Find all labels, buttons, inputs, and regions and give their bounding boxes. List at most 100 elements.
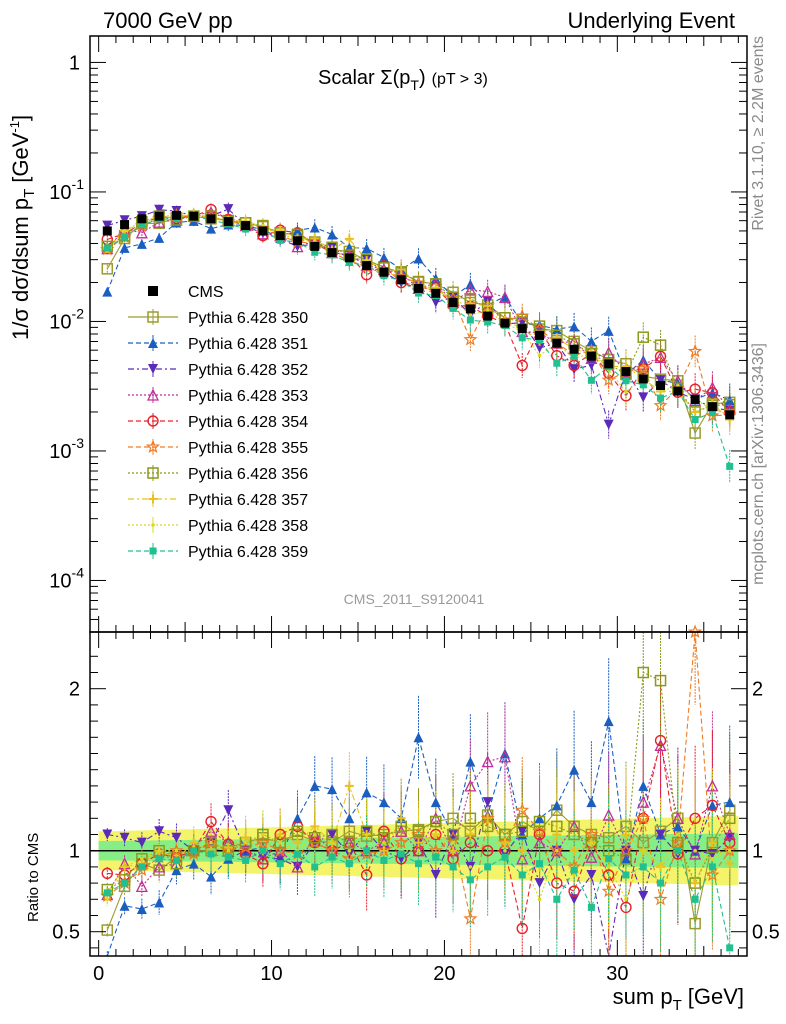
legend: CMS Pythia 6.428 350 Pythia 6.428 351 Pythi… — [128, 284, 308, 561]
series-point-ratio — [153, 864, 165, 876]
legend-marker — [151, 523, 155, 527]
y-axis-label: 1/σ dσ/dsum pT [GeV-1] — [7, 115, 38, 340]
y-tick-label: 10-1 — [49, 176, 84, 204]
series-point-main — [449, 304, 457, 312]
legend-entry: CMS — [148, 284, 224, 301]
cms-point — [465, 304, 475, 314]
legend-entry: Pythia 6.428 353 — [128, 387, 308, 405]
series-point-ratio — [536, 860, 544, 868]
series-point-ratio — [154, 826, 165, 837]
legend-entry: Pythia 6.428 354 — [128, 413, 308, 431]
series-point-main — [276, 236, 284, 244]
series-point-ratio — [641, 848, 646, 853]
cms-point — [656, 381, 666, 391]
series-point-ratio — [451, 840, 455, 845]
series-point-ratio — [551, 800, 562, 811]
series-point-ratio — [223, 805, 234, 816]
cms-point — [120, 220, 130, 230]
series-point-ratio — [103, 889, 111, 897]
legend-entry: Pythia 6.428 358 — [128, 517, 308, 535]
series-point-ratio — [209, 840, 213, 845]
series-point-main — [654, 339, 667, 351]
series-point-ratio — [463, 911, 478, 925]
series-point-main — [587, 376, 595, 384]
series-point-ratio — [520, 857, 525, 861]
series-point-ratio — [105, 897, 110, 902]
series-point-ratio — [188, 858, 199, 869]
series-point-main — [601, 372, 616, 387]
cms-point — [258, 226, 268, 236]
series-point-ratio — [430, 815, 442, 828]
series-point-ratio — [723, 812, 736, 825]
series-point-main — [706, 387, 719, 399]
series-point-ratio — [690, 878, 700, 888]
series-point-ratio — [330, 840, 334, 845]
series-point-ratio — [119, 832, 130, 843]
series-point-ratio — [654, 674, 667, 687]
series-point-main — [653, 398, 668, 412]
series-point-ratio — [361, 787, 372, 798]
y-axis-label-sub: T — [21, 189, 38, 198]
cms-point — [137, 214, 147, 224]
cms-point — [535, 330, 545, 340]
series-point-ratio — [485, 832, 490, 837]
series-point-main — [636, 361, 651, 375]
series-point-ratio — [430, 828, 442, 841]
series-point-ratio — [432, 853, 440, 861]
series-point-ratio — [724, 836, 736, 849]
series-point-ratio — [378, 825, 390, 837]
series-point-ratio — [671, 811, 684, 824]
mcplots-side-label: mcplots.cern.ch [arXiv:1306.3436] — [750, 343, 767, 585]
series-point-main — [553, 359, 561, 367]
legend-entry: Pythia 6.428 351 — [128, 335, 308, 353]
series-point-main — [102, 220, 113, 231]
series-point-main — [311, 248, 319, 256]
series-point-ratio — [605, 855, 613, 863]
series-point-ratio — [415, 860, 422, 868]
ratio-y-axis-label: Ratio to CMS — [25, 833, 42, 922]
series-point-ratio — [516, 852, 529, 865]
series-point-ratio — [706, 779, 719, 792]
cms-point — [414, 283, 423, 293]
analysis-tag: CMS_2011_S9120041 — [344, 591, 485, 607]
series-point-ratio — [292, 861, 303, 872]
ratio-y-tick-label: 2 — [69, 679, 80, 701]
series-point-ratio — [344, 813, 355, 824]
series-point-ratio — [169, 843, 184, 857]
cms-point — [362, 261, 372, 271]
legend-label: Pythia 6.428 353 — [188, 388, 308, 405]
legend-label: Pythia 6.428 354 — [188, 414, 308, 431]
series-point-ratio — [382, 840, 386, 845]
series-point-ratio — [689, 812, 701, 824]
series-point-ratio — [190, 847, 198, 855]
series-point-ratio — [311, 863, 319, 871]
series-point-ratio — [278, 840, 282, 845]
series-point-ratio — [119, 900, 130, 911]
series-point-ratio — [448, 829, 459, 840]
series-point-ratio — [101, 867, 113, 880]
series-point-ratio — [172, 856, 180, 864]
y-tick-label-exp: -2 — [72, 305, 85, 321]
series-point-ratio — [552, 830, 562, 839]
series-point-ratio — [638, 780, 649, 791]
series-point-ratio — [154, 897, 165, 908]
series-point-ratio — [292, 838, 302, 848]
cms-point — [327, 248, 337, 258]
series-point-ratio — [568, 885, 580, 897]
series-point-ratio — [171, 865, 182, 876]
series-point-ratio — [325, 843, 340, 857]
cms-point — [241, 221, 251, 231]
series-point-ratio — [689, 917, 701, 930]
series-point-main — [570, 352, 578, 360]
series-point-ratio — [292, 813, 303, 824]
series-point-ratio — [622, 871, 630, 879]
legend-label: Pythia 6.428 352 — [188, 362, 308, 379]
series-point-ratio — [534, 813, 545, 824]
series-point-main — [568, 359, 580, 372]
legend-marker — [148, 494, 158, 504]
series-point-ratio — [723, 828, 736, 841]
series-point-ratio — [397, 850, 405, 858]
series-point-ratio — [394, 835, 409, 849]
series-point-main — [654, 350, 667, 364]
